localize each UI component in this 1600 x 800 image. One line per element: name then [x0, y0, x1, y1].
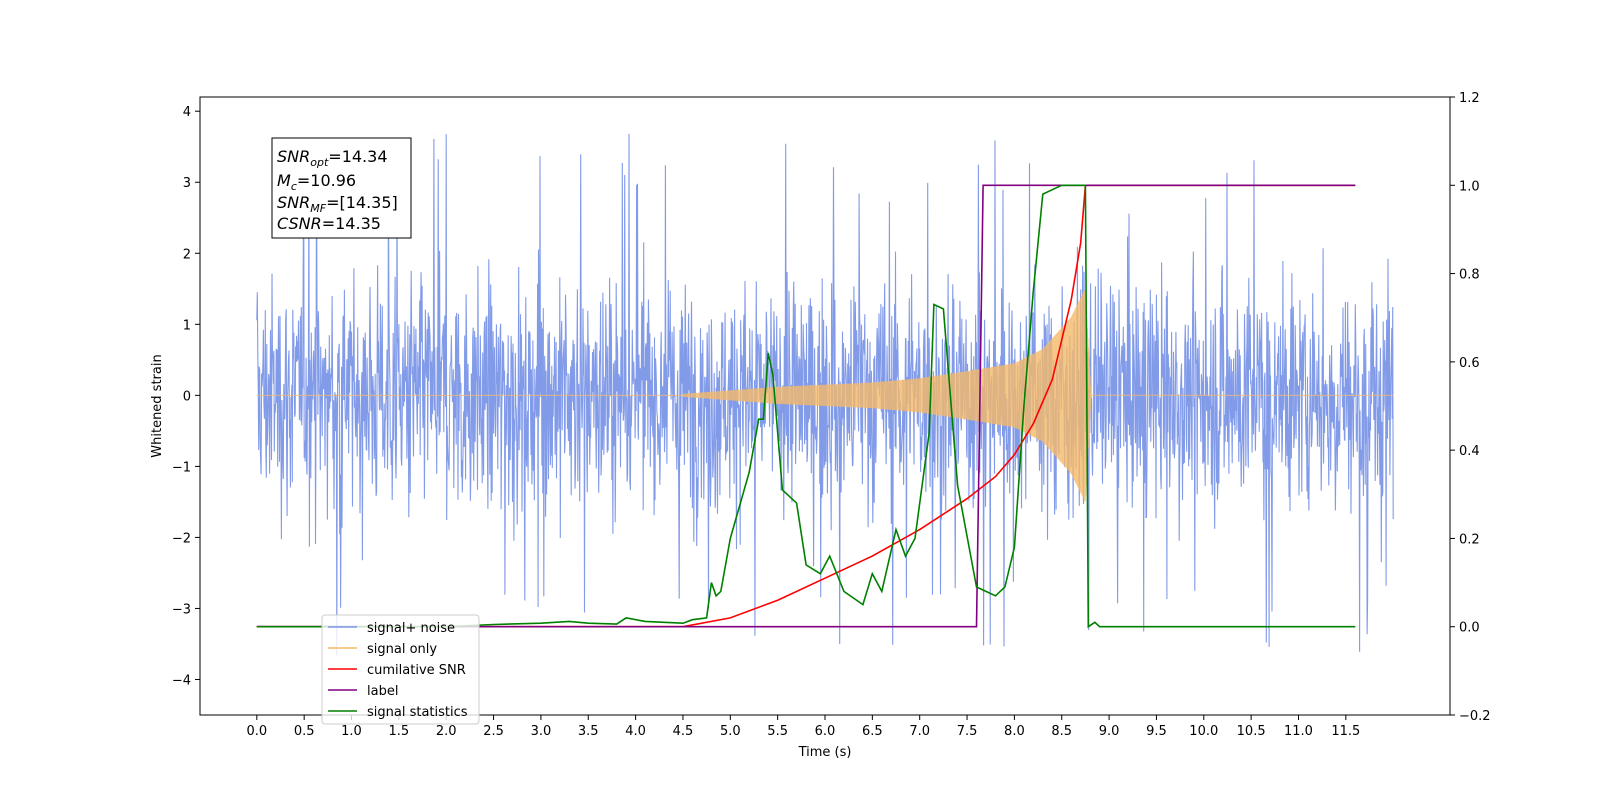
legend-item-signal-noise: signal+ noise: [328, 621, 455, 636]
annotation-line-1: SNRopt=14.34: [277, 147, 388, 169]
x-tick-label: 2.0: [436, 724, 457, 739]
y-left-tick-label: 4: [183, 105, 191, 120]
x-tick-label: 0.0: [246, 724, 267, 739]
x-tick-label: 5.0: [720, 724, 741, 739]
y-right-tick-label: 0.2: [1459, 532, 1480, 547]
annotation-line-4: CSNR=14.35: [277, 214, 381, 233]
x-tick-label: 0.5: [294, 724, 315, 739]
legend-item-label: label: [328, 684, 398, 699]
series-signal-statistics: [256, 184, 1356, 629]
x-tick-label: 9.0: [1099, 724, 1120, 739]
series-signal-only: [256, 289, 1394, 502]
x-tick-label: 10.5: [1237, 724, 1266, 739]
x-tick-label: 8.5: [1051, 724, 1072, 739]
y-right-tick-label: 0.8: [1459, 268, 1480, 283]
y-left-tick-label: −3: [172, 602, 191, 617]
y-axis-right: 1.2 1.0 0.8 0.6 0.4 0.2 0.0 −0.2: [1450, 91, 1491, 724]
y-left-tick-label: −1: [172, 460, 191, 475]
x-tick-label: 10.0: [1189, 724, 1218, 739]
legend-item-signal-only: signal only: [328, 642, 437, 657]
x-tick-label: 2.5: [483, 724, 504, 739]
y-right-tick-label: 0.0: [1459, 621, 1480, 636]
annotation-line-2: Mc=10.96: [277, 171, 356, 193]
x-tick-label: 7.5: [957, 724, 978, 739]
y-right-tick-label: 0.6: [1459, 356, 1480, 371]
annotation-box: SNRopt=14.34 Mc=10.96 SNRMF=[14.35] CSNR…: [271, 137, 412, 239]
legend-item-cumulative-snr: cumilative SNR: [328, 663, 466, 678]
x-tick-label: 1.0: [341, 724, 362, 739]
y-right-tick-label: 1.0: [1459, 179, 1480, 194]
series-signal-noise: [256, 133, 1394, 656]
svg-text:signal only: signal only: [367, 642, 437, 657]
svg-text:signal+ noise: signal+ noise: [367, 621, 455, 636]
series-cumulative-snr: [256, 184, 1356, 628]
y-left-tick-label: 0: [183, 389, 191, 404]
y-left-tick-label: 2: [183, 247, 191, 262]
y-axis-title: Whitened strain: [150, 354, 165, 457]
x-tick-label: 9.5: [1146, 724, 1167, 739]
y-left-tick-label: −2: [172, 531, 191, 546]
svg-text:cumilative SNR: cumilative SNR: [367, 663, 466, 678]
x-tick-label: 3.5: [578, 724, 599, 739]
y-left-tick-label: 3: [183, 176, 191, 191]
svg-text:signal statistics: signal statistics: [367, 705, 468, 720]
x-axis: 0.0 0.5 1.0 1.5 2.0 2.5 3.0 3.5 4.0 4.5 5.0 5.5 6.0 6…: [246, 715, 1360, 739]
x-tick-label: 6.0: [815, 724, 836, 739]
x-tick-label: 3.0: [531, 724, 552, 739]
x-tick-label: 5.5: [767, 724, 788, 739]
x-tick-label: 11.0: [1284, 724, 1313, 739]
x-tick-label: 11.5: [1331, 724, 1360, 739]
legend: signal+ noise signal only cumilative SNR…: [321, 614, 480, 725]
annotation-line-3: SNRMF=[14.35]: [277, 193, 398, 215]
x-tick-label: 1.5: [389, 724, 410, 739]
legend-item-signal-statistics: signal statistics: [328, 705, 468, 720]
series-label: [256, 184, 1356, 628]
x-axis-title: Time (s): [798, 745, 852, 760]
x-tick-label: 4.0: [625, 724, 646, 739]
plot-area: [256, 133, 1394, 656]
x-tick-label: 4.5: [673, 724, 694, 739]
y-left-tick-label: 1: [183, 318, 191, 333]
y-right-tick-label: −0.2: [1459, 709, 1491, 724]
x-tick-label: 6.5: [862, 724, 883, 739]
y-axis-left: 4 3 2 1 0 −1 −2 −3 −4: [172, 105, 200, 688]
y-right-tick-label: 0.4: [1459, 444, 1480, 459]
y-left-tick-label: −4: [172, 673, 191, 688]
y-right-tick-label: 1.2: [1459, 91, 1480, 106]
svg-text:label: label: [367, 684, 398, 699]
x-tick-label: 7.0: [909, 724, 930, 739]
x-tick-label: 8.0: [1004, 724, 1025, 739]
